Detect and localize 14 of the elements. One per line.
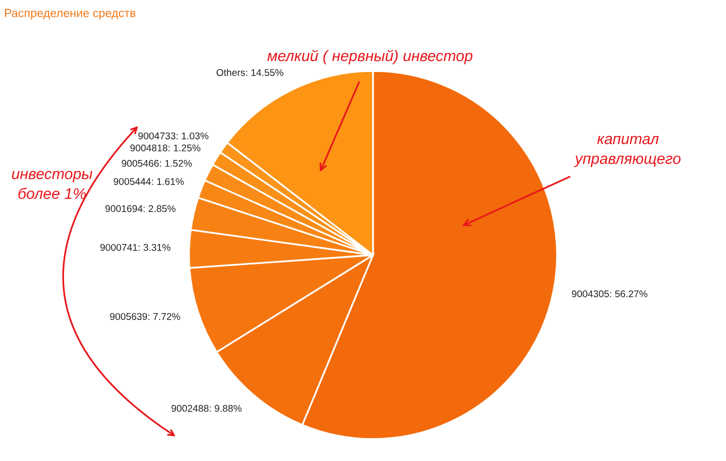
slice-label: 9005466: 1.52% [122, 160, 192, 167]
slice-label: Others: 14.55% [216, 68, 284, 76]
slice-label: 9004733: 1.03% [138, 132, 208, 140]
slice-label: 9000741: 3.31% [100, 244, 170, 251]
slice-label: 9005444: 1.61% [114, 178, 184, 185]
text: инвесторы более 1% [12, 170, 92, 199]
slice-label: 9004818: 1.25% [130, 144, 200, 152]
slice-label: 9004305: 56.27% [572, 290, 648, 298]
text: капитал управляющего [574, 136, 681, 168]
slice-label: 9002488: 9.88% [172, 404, 242, 412]
text: мелкий ( нервный) инвестор [267, 50, 472, 64]
chart-title: Распределение средств [4, 8, 136, 20]
slice-label: 9005639: 7.72% [110, 313, 180, 320]
slice-label: 9001694: 2.85% [105, 205, 176, 212]
